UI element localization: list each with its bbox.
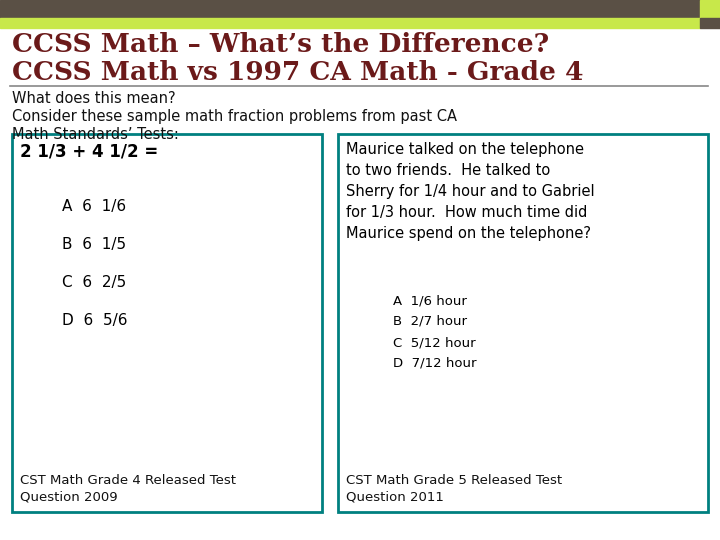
Text: Sherry for 1/4 hour and to Gabriel: Sherry for 1/4 hour and to Gabriel bbox=[346, 184, 595, 199]
Text: to two friends.  He talked to: to two friends. He talked to bbox=[346, 163, 550, 178]
Text: Consider these sample math fraction problems from past CA: Consider these sample math fraction prob… bbox=[12, 109, 457, 124]
Text: Maurice talked on the telephone: Maurice talked on the telephone bbox=[346, 142, 584, 157]
Text: C  5/12 hour: C 5/12 hour bbox=[393, 336, 476, 349]
Bar bbox=[0, 0, 700, 18]
Text: CCSS Math vs 1997 CA Math - Grade 4: CCSS Math vs 1997 CA Math - Grade 4 bbox=[12, 60, 583, 85]
Text: D  7/12 hour: D 7/12 hour bbox=[393, 357, 477, 370]
Text: C  6  2/5: C 6 2/5 bbox=[62, 275, 126, 290]
Text: Question 2011: Question 2011 bbox=[346, 490, 444, 503]
Text: B  2/7 hour: B 2/7 hour bbox=[393, 315, 467, 328]
Bar bbox=[700, 0, 720, 18]
Text: 2 1/3 + 4 1/2 =: 2 1/3 + 4 1/2 = bbox=[20, 142, 158, 160]
FancyBboxPatch shape bbox=[12, 134, 322, 512]
Text: Maurice spend on the telephone?: Maurice spend on the telephone? bbox=[346, 226, 591, 241]
FancyBboxPatch shape bbox=[338, 134, 708, 512]
Text: Math Standards’ Tests:: Math Standards’ Tests: bbox=[12, 127, 179, 142]
Text: D  6  5/6: D 6 5/6 bbox=[62, 313, 127, 328]
Text: B  6  1/5: B 6 1/5 bbox=[62, 237, 126, 252]
Text: for 1/3 hour.  How much time did: for 1/3 hour. How much time did bbox=[346, 205, 588, 220]
Text: A  6  1/6: A 6 1/6 bbox=[62, 199, 126, 214]
Text: CST Math Grade 4 Released Test: CST Math Grade 4 Released Test bbox=[20, 474, 236, 487]
Text: CCSS Math – What’s the Difference?: CCSS Math – What’s the Difference? bbox=[12, 32, 549, 57]
Text: What does this mean?: What does this mean? bbox=[12, 91, 176, 106]
Bar bbox=[700, 18, 720, 28]
Text: A  1/6 hour: A 1/6 hour bbox=[393, 294, 467, 307]
Text: Question 2009: Question 2009 bbox=[20, 490, 117, 503]
Text: CST Math Grade 5 Released Test: CST Math Grade 5 Released Test bbox=[346, 474, 562, 487]
Bar bbox=[0, 18, 700, 28]
